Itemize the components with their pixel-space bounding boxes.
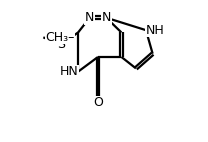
Text: N: N [85,11,94,24]
Text: CH₃–: CH₃– [45,31,75,44]
Text: NH: NH [146,24,165,37]
Text: S: S [57,38,65,51]
Text: HN: HN [59,65,78,78]
Text: N: N [102,11,111,24]
Text: O: O [93,96,103,109]
